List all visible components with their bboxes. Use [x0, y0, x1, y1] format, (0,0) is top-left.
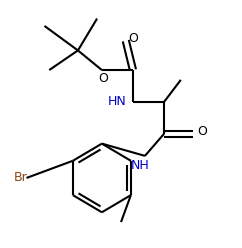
Text: O: O	[128, 32, 138, 45]
Text: Br: Br	[13, 171, 27, 185]
Text: NH: NH	[131, 159, 150, 172]
Text: HN: HN	[108, 95, 127, 108]
Text: O: O	[197, 125, 207, 138]
Text: O: O	[98, 72, 108, 85]
